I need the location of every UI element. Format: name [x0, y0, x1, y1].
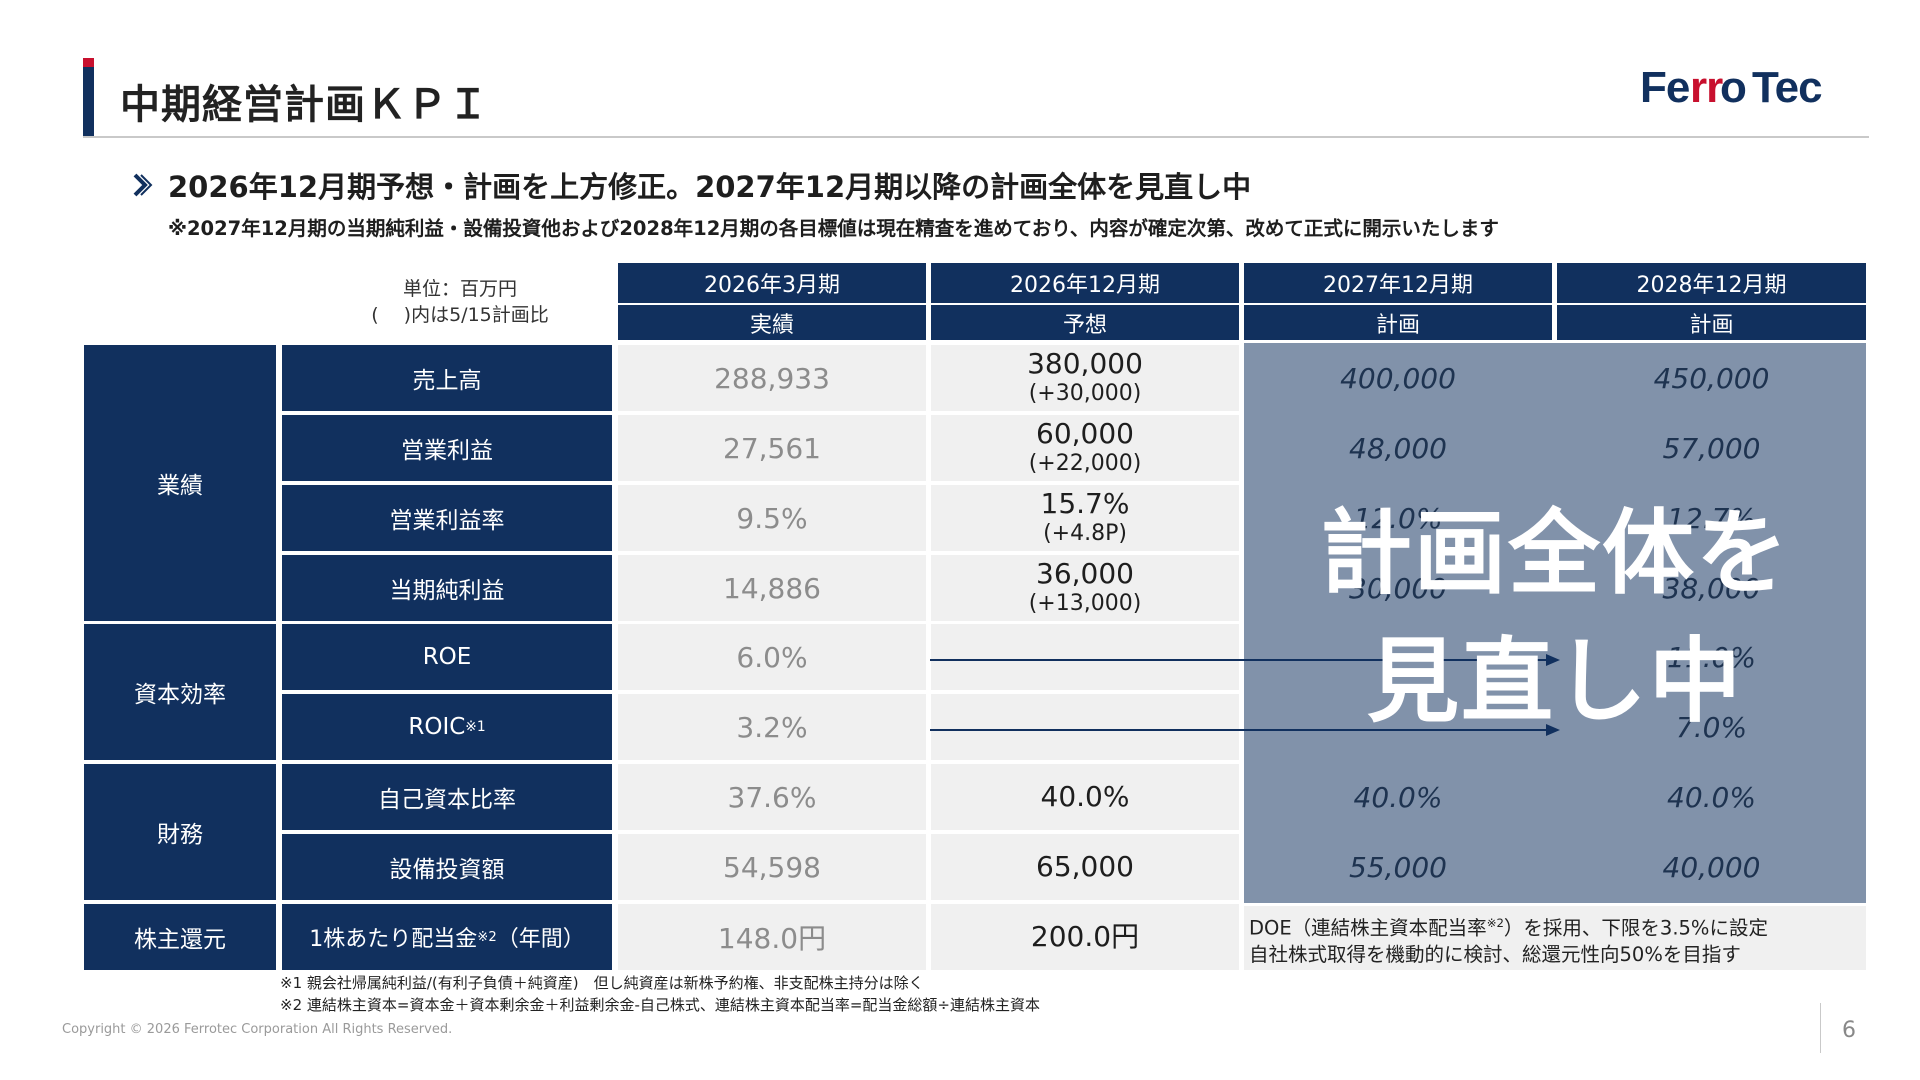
col-header-type-3: 計画	[1244, 305, 1552, 340]
value-forecast-capex: 65,000	[931, 834, 1239, 900]
roic-footnote-mark: ※1	[465, 719, 486, 735]
footnote-2: ※2 連結株主資本=資本金＋資本剰余金＋利益剰余金-自己株式、連結株主資本配当率…	[280, 996, 1041, 1014]
row-label-operating-profit: 営業利益	[282, 415, 612, 481]
value-actual-operating-profit: 27,561	[618, 415, 926, 481]
title-accent-bar	[83, 58, 94, 137]
col-header-period-2: 2026年12月期	[931, 263, 1239, 303]
group-financial: 財務	[84, 764, 276, 900]
col-header-type-1: 実績	[618, 305, 926, 340]
row-label-net-income: 当期純利益	[282, 555, 612, 621]
value-actual-roe: 6.0%	[618, 624, 926, 690]
value-plan2028-operating-margin: 12.7%	[1667, 501, 1756, 535]
svg-text:o: o	[1720, 63, 1746, 112]
value-actual-net-income: 14,886	[618, 555, 926, 621]
col-header-period-1: 2026年3月期	[618, 263, 926, 303]
roic-label-text: ROIC	[408, 714, 466, 740]
value-plan2028-roe: 11.0%	[1667, 640, 1756, 674]
value-plan2028-net-income: 38,000	[1662, 571, 1761, 605]
title-accent-red	[83, 58, 94, 67]
forecast-value: 36,000	[1036, 557, 1134, 590]
dividend-footnote-mark: ※2	[477, 929, 497, 945]
row-label-roic: ROIC ※1	[282, 694, 612, 760]
row-label-dividend: 1株あたり配当金 ※2 （年間）	[282, 904, 612, 970]
value-forecast-operating-margin: 15.7% (+4.8P)	[931, 485, 1239, 551]
page-divider	[1820, 1003, 1821, 1053]
doe-line-1-pre: DOE（連結株主資本配当率	[1249, 916, 1487, 940]
group-shareholder-return: 株主還元	[84, 904, 276, 970]
roe-arrow	[930, 654, 1560, 666]
value-plan2028-equity-ratio: 40.0%	[1667, 780, 1756, 814]
forecast-value: 15.7%	[1040, 487, 1130, 520]
value-plan2027-operating-margin: 12.0%	[1353, 501, 1443, 535]
forecast-value: 60,000	[1036, 417, 1134, 450]
row-label-capex: 設備投資額	[282, 834, 612, 900]
value-forecast-roic	[931, 694, 1239, 760]
banner-line-2: 見直し中	[1366, 628, 1743, 735]
row-label-equity-ratio: 自己資本比率	[282, 764, 612, 830]
svg-text:rr: rr	[1690, 63, 1723, 112]
headline: 2026年12月期予想・計画を上方修正。2027年12月期以降の計画全体を見直し…	[168, 170, 1252, 204]
value-forecast-operating-profit: 60,000 (+22,000)	[931, 415, 1239, 481]
forecast-diff: (+22,000)	[1028, 451, 1142, 476]
value-plan2028-capex: 40,000	[1662, 850, 1761, 884]
value-plan2028-operating-profit: 57,000	[1662, 431, 1761, 465]
copyright: Copyright © 2026 Ferrotec Corporation Al…	[62, 1022, 453, 1037]
plan-review-overlay	[1244, 343, 1866, 903]
svg-text:Fe: Fe	[1640, 63, 1689, 112]
value-plan2027-operating-profit: 48,000	[1349, 431, 1447, 465]
value-plan2028-roic: 7.0%	[1675, 710, 1748, 744]
page-title: 中期経営計画ＫＰＩ	[120, 82, 489, 128]
value-plan2027-sales: 400,000	[1340, 361, 1456, 395]
col-header-period-4: 2028年12月期	[1557, 263, 1866, 303]
value-plan2027-capex: 55,000	[1349, 850, 1447, 884]
forecast-value: 380,000	[1027, 347, 1143, 380]
doe-line-2: 自社株式取得を機動的に検討、総還元性向50%を目指す	[1249, 942, 1741, 966]
value-forecast-dividend: 200.0円	[931, 904, 1239, 970]
dividend-label-suffix: （年間）	[496, 927, 585, 952]
chevron-right-icon	[133, 173, 153, 197]
unit-text: 単位：百万円	[402, 278, 517, 300]
value-actual-sales: 288,933	[618, 345, 926, 411]
value-actual-capex: 54,598	[618, 834, 926, 900]
roic-arrow	[930, 724, 1560, 736]
unit-label: 単位：百万円 ( )内は5/15計画比	[310, 276, 610, 328]
footnote-1: ※1 親会社帰属純利益/(有利子負債＋純資産) 但し純資産は新株予約権、非支配株…	[280, 974, 924, 992]
value-plan2027-equity-ratio: 40.0%	[1353, 780, 1443, 814]
value-actual-operating-margin: 9.5%	[618, 485, 926, 551]
col-header-period-3: 2027年12月期	[1244, 263, 1552, 303]
value-actual-roic: 3.2%	[618, 694, 926, 760]
forecast-diff: (+13,000)	[1028, 591, 1142, 616]
ferrotec-logo: Fe rr o Tec	[1640, 63, 1823, 112]
col-header-type-4: 計画	[1557, 305, 1866, 340]
disclosure-note: ※2027年12月期の当期純利益・設備投資他および2028年12月期の各目標値は…	[168, 217, 1499, 240]
value-forecast-equity-ratio: 40.0%	[931, 764, 1239, 830]
value-forecast-roe	[931, 624, 1239, 690]
group-performance: 業績	[84, 345, 276, 621]
value-plan2028-sales: 450,000	[1653, 361, 1770, 395]
banner-line-1: 計画全体を	[1319, 500, 1790, 607]
dividend-label-text: 1株あたり配当金	[309, 927, 478, 952]
value-plan2027-net-income: 30,000	[1349, 571, 1447, 605]
title-divider	[83, 136, 1869, 138]
page-number: 6	[1842, 1018, 1856, 1043]
value-actual-equity-ratio: 37.6%	[618, 764, 926, 830]
row-label-roe: ROE	[282, 624, 612, 690]
unit-note: ( )内は5/15計画比	[371, 304, 549, 326]
value-actual-dividend: 148.0円	[618, 904, 926, 970]
svg-text:Tec: Tec	[1752, 63, 1822, 112]
value-forecast-sales: 380,000 (+30,000)	[931, 345, 1239, 411]
row-label-sales: 売上高	[282, 345, 612, 411]
doe-footnote-mark: ※2	[1486, 916, 1504, 930]
dividend-policy-note: DOE（連結株主資本配当率※2）を採用、下限を3.5%に設定 自社株式取得を機動…	[1244, 906, 1866, 970]
plan-under-review-banner: 計画全体を 見直し中	[1244, 490, 1866, 746]
doe-line-1-post: ）を採用、下限を3.5%に設定	[1503, 916, 1768, 940]
forecast-diff: (+4.8P)	[1043, 521, 1127, 546]
col-header-type-2: 予想	[931, 305, 1239, 340]
row-label-operating-margin: 営業利益率	[282, 485, 612, 551]
forecast-diff: (+30,000)	[1028, 381, 1142, 406]
group-capital-efficiency: 資本効率	[84, 624, 276, 760]
doe-line-1: DOE（連結株主資本配当率※2）を採用、下限を3.5%に設定	[1249, 910, 1861, 942]
value-forecast-net-income: 36,000 (+13,000)	[931, 555, 1239, 621]
